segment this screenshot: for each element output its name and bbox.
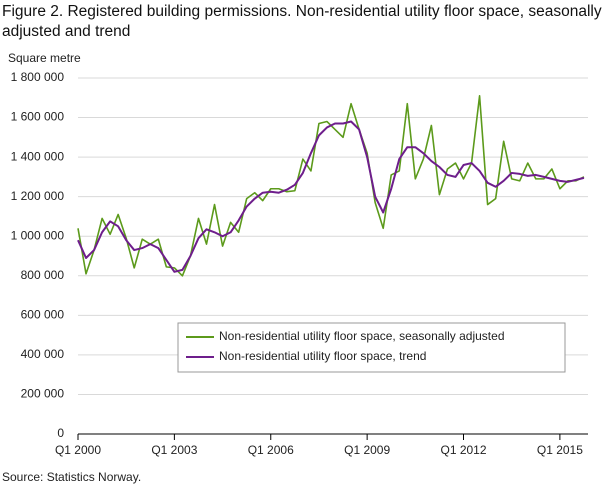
legend-label: Non-residential utility floor space, sea… (219, 329, 505, 343)
y-tick-label: 1 400 000 (11, 149, 65, 163)
y-tick-label: 0 (57, 426, 64, 440)
y-tick-label: 600 000 (21, 308, 65, 322)
x-tick-label: Q1 2003 (151, 443, 197, 457)
y-tick-label: 1 200 000 (11, 189, 65, 203)
x-tick-label: Q1 2006 (248, 443, 294, 457)
x-tick-label: Q1 2015 (537, 443, 583, 457)
x-tick-label: Q1 2000 (55, 443, 101, 457)
y-tick-label: 400 000 (21, 347, 65, 361)
series-line (77, 95, 585, 277)
series-line (77, 120, 585, 273)
y-tick-label: 1 600 000 (11, 110, 65, 124)
x-tick-label: Q1 2009 (344, 443, 390, 457)
source: Source: Statistics Norway. (2, 470, 141, 484)
y-axis-label: Square metre (8, 51, 81, 65)
y-tick-label: 1 800 000 (11, 70, 65, 84)
y-tick-label: 1 000 000 (11, 228, 65, 242)
chart-title: Figure 2. Registered building permission… (2, 3, 602, 40)
y-tick-label: 800 000 (21, 268, 65, 282)
y-tick-label: 200 000 (21, 387, 65, 401)
x-tick-label: Q1 2012 (440, 443, 486, 457)
legend-box (177, 322, 566, 373)
legend-label: Non-residential utility floor space, tre… (219, 349, 426, 363)
